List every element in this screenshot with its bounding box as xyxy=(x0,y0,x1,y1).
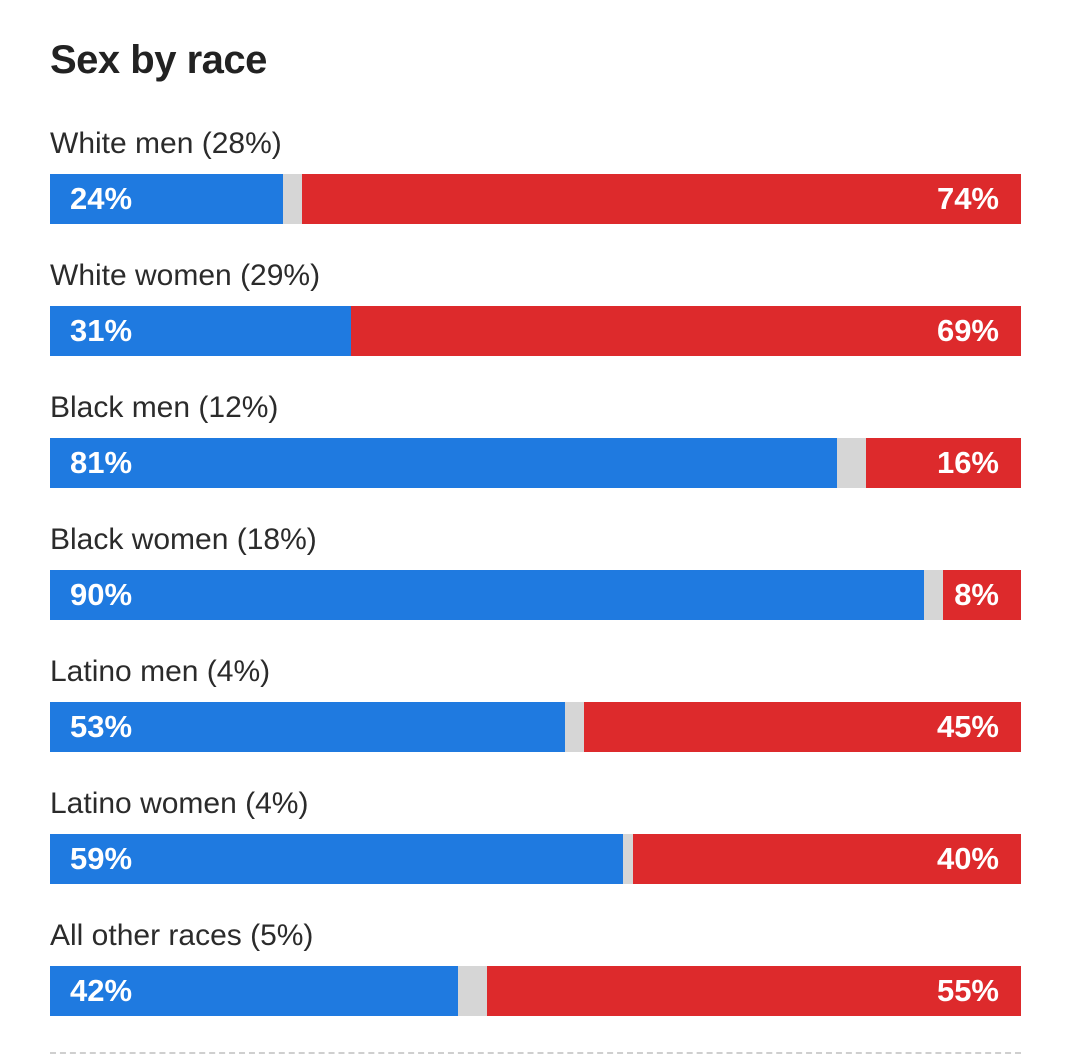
bar-segment-red xyxy=(943,570,1021,620)
row-label: White men (28%) xyxy=(50,127,282,160)
stacked-bar: 42% 55% xyxy=(50,966,1021,1016)
row-label: Black women (18%) xyxy=(50,523,317,556)
red-percent-label: 45% xyxy=(936,709,999,744)
chart-title: Sex by race xyxy=(50,38,267,82)
red-percent-label: 55% xyxy=(936,973,999,1008)
red-percent-label: 69% xyxy=(936,313,999,348)
bar-segment-blue xyxy=(50,834,623,884)
dashed-divider xyxy=(50,1052,1021,1054)
stacked-bar: 59% 40% xyxy=(50,834,1021,884)
stacked-bar: 31% 69% xyxy=(50,306,1021,356)
row-label: Latino men (4%) xyxy=(50,655,271,688)
stacked-bar: 81% 16% xyxy=(50,438,1021,488)
bar-row: Latino men (4%) 53% 45% xyxy=(50,654,1021,766)
bar-segment-blue xyxy=(50,570,924,620)
bar-row: Black women (18%) 90% 8% xyxy=(50,522,1021,634)
blue-percent-label: 90% xyxy=(70,577,133,612)
bar-segment-blue xyxy=(50,438,837,488)
blue-percent-label: 42% xyxy=(70,973,133,1008)
red-percent-label: 16% xyxy=(936,445,999,480)
stacked-bar: 53% 45% xyxy=(50,702,1021,752)
stacked-bar: 90% 8% xyxy=(50,570,1021,620)
bar-segment-blue xyxy=(50,174,284,224)
bar-row: White women (29%) 31% 69% xyxy=(50,258,1021,370)
row-label: All other races (5%) xyxy=(50,919,314,952)
bar-segment-red xyxy=(865,438,1021,488)
blue-percent-label: 59% xyxy=(70,841,133,876)
blue-percent-label: 24% xyxy=(70,181,133,216)
bar-segment-red xyxy=(584,702,1021,752)
red-percent-label: 40% xyxy=(936,841,999,876)
bar-segment-blue xyxy=(50,702,565,752)
blue-percent-label: 31% xyxy=(70,313,133,348)
bar-row: White men (28%) 24% 74% xyxy=(50,126,1021,238)
bar-segment-blue xyxy=(50,306,351,356)
row-label: Latino women (4%) xyxy=(50,787,309,820)
stacked-bar: 24% 74% xyxy=(50,174,1021,224)
bar-segment-red xyxy=(486,966,1021,1016)
chart: Sex by race White men (28%) 24% 74% White w… xyxy=(50,0,1021,1057)
blue-percent-label: 81% xyxy=(70,445,133,480)
red-percent-label: 74% xyxy=(936,181,999,216)
blue-percent-label: 53% xyxy=(70,709,133,744)
row-label: White women (29%) xyxy=(50,259,321,292)
row-label: Black men (12%) xyxy=(50,391,279,424)
bar-segment-red xyxy=(302,174,1021,224)
bar-row: All other races (5%) 42% 55% xyxy=(50,918,1021,1030)
bar-row: Black men (12%) 81% 16% xyxy=(50,390,1021,502)
bar-segment-red xyxy=(351,306,1021,356)
bar-segment-red xyxy=(632,834,1021,884)
red-percent-label: 8% xyxy=(954,577,999,612)
bar-row: Latino women (4%) 59% 40% xyxy=(50,786,1021,898)
bar-segment-blue xyxy=(50,966,458,1016)
